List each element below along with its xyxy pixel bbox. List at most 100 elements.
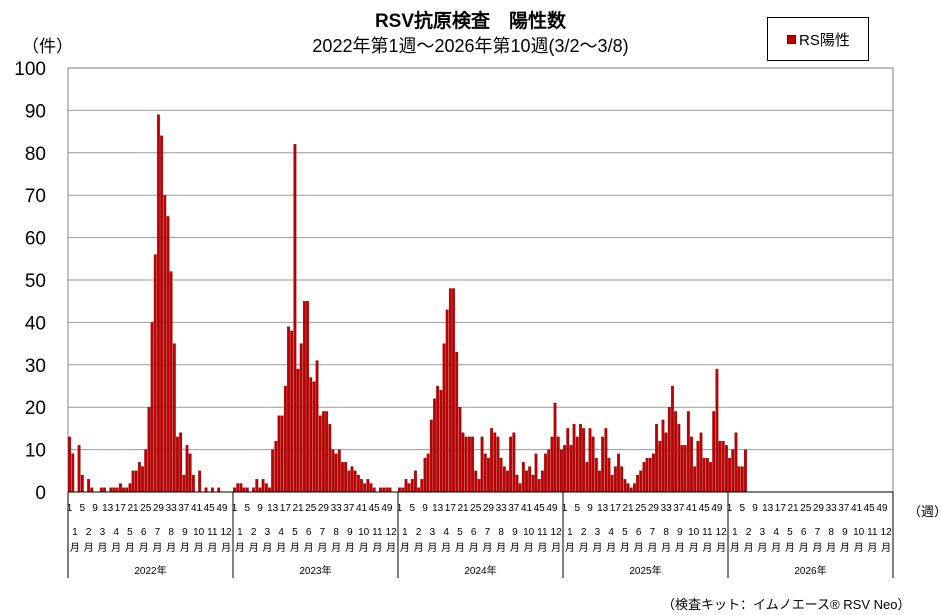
bar [436, 385, 440, 493]
week-tick-label: 37 [178, 503, 190, 514]
month-label: 11 [207, 527, 218, 538]
month-label: 5 [622, 527, 628, 538]
month-suffix-label: 月 [730, 542, 740, 554]
bar [420, 479, 424, 493]
bar [153, 254, 157, 493]
week-tick-label: 45 [534, 503, 546, 514]
bar [385, 487, 389, 493]
week-tick-label: 29 [813, 503, 825, 514]
bar [217, 487, 221, 493]
week-tick-label: 5 [409, 503, 415, 514]
bar [318, 415, 322, 493]
month-suffix-label: 月 [702, 542, 712, 554]
month-suffix-label: 月 [166, 542, 176, 554]
bar [261, 479, 265, 493]
month-suffix-label: 月 [317, 542, 327, 554]
bar [626, 483, 630, 493]
bar [594, 457, 598, 493]
y-tick-label: 70 [25, 186, 46, 207]
month-label: 1 [237, 527, 243, 538]
week-tick-label: 37 [838, 503, 850, 514]
week-tick-label: 5 [739, 503, 745, 514]
month-label: 2 [251, 527, 257, 538]
y-axis-unit-label: （件） [22, 37, 73, 56]
bar [686, 411, 690, 493]
bar [347, 470, 351, 493]
month-label: 7 [155, 527, 161, 538]
bar [525, 470, 528, 493]
month-suffix-label: 月 [235, 542, 245, 554]
week-tick-label: 21 [127, 503, 139, 514]
bar [683, 445, 687, 493]
bar [90, 487, 94, 493]
week-tick-label: 49 [216, 503, 228, 514]
week-tick-label: 29 [153, 503, 165, 514]
bar [80, 474, 84, 493]
month-label: 1 [72, 527, 78, 538]
bar [163, 195, 167, 493]
week-tick-label: 29 [483, 503, 495, 514]
legend-label: RS陽性 [799, 32, 850, 49]
bar [210, 487, 214, 493]
bar [169, 271, 173, 493]
bar [369, 483, 373, 493]
week-tick-label: 29 [648, 503, 660, 514]
bar [712, 411, 716, 493]
bar [188, 453, 192, 493]
month-label: 8 [663, 527, 669, 538]
month-suffix-label: 月 [881, 542, 891, 554]
y-tick-label: 10 [25, 441, 46, 462]
week-tick-label: 41 [521, 503, 533, 514]
y-tick-label: 0 [35, 483, 46, 504]
bar [109, 487, 113, 493]
bar [690, 436, 693, 493]
bar [461, 432, 465, 493]
year-label: 2025年 [629, 564, 661, 577]
week-tick-label: 13 [432, 503, 444, 514]
month-suffix-label: 月 [249, 542, 259, 554]
month-suffix-label: 月 [826, 542, 836, 554]
month-suffix-label: 月 [606, 542, 616, 554]
bar [632, 483, 636, 493]
bar [172, 343, 176, 493]
bar [131, 470, 135, 493]
bar [309, 377, 313, 493]
bar [559, 449, 563, 493]
month-suffix-label: 月 [510, 542, 520, 554]
bar [417, 487, 421, 493]
bar [166, 216, 170, 493]
month-label: 7 [815, 527, 821, 538]
month-suffix-label: 月 [180, 542, 190, 554]
month-label: 10 [688, 527, 700, 538]
week-tick-label: 5 [79, 503, 85, 514]
bar [566, 428, 570, 493]
bar [512, 432, 516, 493]
bar [502, 466, 506, 493]
bar [71, 453, 75, 493]
y-tick-label: 80 [25, 144, 46, 165]
bar [680, 445, 684, 493]
month-suffix-label: 月 [455, 542, 465, 554]
month-suffix-label: 月 [785, 542, 795, 554]
bar [176, 436, 179, 493]
bar [674, 411, 678, 493]
bar [356, 474, 360, 493]
week-tick-label: 5 [244, 503, 250, 514]
bar [150, 322, 154, 493]
bar [531, 474, 535, 493]
bar [372, 487, 376, 493]
month-suffix-label: 月 [359, 542, 369, 554]
bar [585, 462, 589, 493]
month-suffix-label: 月 [799, 542, 809, 554]
month-suffix-label: 月 [592, 542, 602, 554]
bar [271, 449, 275, 493]
month-suffix-label: 月 [97, 542, 107, 554]
bar [540, 470, 544, 493]
week-tick-label: 45 [864, 503, 876, 514]
bar [328, 424, 332, 493]
month-suffix-label: 月 [427, 542, 437, 554]
footnote: （検査キット：イムノエース® RSV Neo） [662, 597, 911, 612]
bar [322, 411, 325, 493]
bar [509, 436, 513, 493]
week-tick-label: 25 [800, 503, 812, 514]
